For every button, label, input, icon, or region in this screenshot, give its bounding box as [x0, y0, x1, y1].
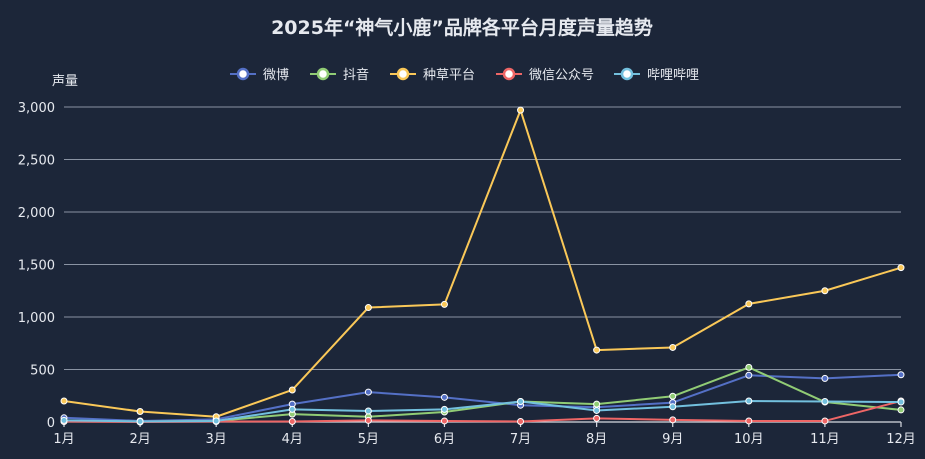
- grid-lines: [64, 106, 901, 423]
- data-point[interactable]: [669, 343, 677, 351]
- y-tick-label: 2,500: [18, 154, 55, 169]
- data-point[interactable]: [745, 300, 753, 308]
- data-point[interactable]: [212, 417, 220, 425]
- y-tick-label: 1,500: [18, 259, 55, 274]
- data-point[interactable]: [593, 406, 601, 414]
- data-point[interactable]: [745, 397, 753, 405]
- data-point[interactable]: [364, 388, 372, 396]
- x-tick-label: 8月: [586, 432, 607, 447]
- data-point[interactable]: [517, 417, 525, 425]
- data-point[interactable]: [897, 264, 905, 272]
- data-point[interactable]: [364, 407, 372, 415]
- y-axis-label: 声量: [52, 74, 78, 89]
- legend: 微博 抖音 种草平台 微信公众号 哔哩哔哩: [230, 67, 699, 83]
- x-tick-label: 12月: [886, 432, 916, 447]
- series-line: [63, 373, 902, 422]
- data-point[interactable]: [288, 417, 296, 425]
- legend-item[interactable]: 种草平台: [390, 67, 475, 83]
- data-point[interactable]: [440, 405, 448, 413]
- series-lines: [60, 106, 905, 426]
- x-tick-label: 4月: [282, 432, 303, 447]
- series-哔哩哔哩: [60, 397, 905, 425]
- legend-marker: [502, 67, 516, 81]
- data-point[interactable]: [517, 106, 525, 114]
- legend-marker: [396, 67, 410, 81]
- data-point[interactable]: [517, 398, 525, 406]
- series-line: [63, 400, 902, 423]
- legend-item[interactable]: 微信公众号: [496, 67, 594, 83]
- data-point[interactable]: [669, 416, 677, 424]
- data-point[interactable]: [897, 398, 905, 406]
- legend-label: 微博: [263, 68, 289, 83]
- legend-label: 微信公众号: [529, 68, 594, 83]
- legend-label: 种草平台: [423, 68, 475, 83]
- data-point[interactable]: [364, 416, 372, 424]
- x-tick-label: 10月: [734, 432, 764, 447]
- data-point[interactable]: [288, 405, 296, 413]
- legend-label: 哔哩哔哩: [647, 68, 699, 83]
- x-axis-ticks: 1月 2月 3月 4月 5月 6月 7月 8月 9月 10月 11月 12月: [53, 422, 916, 447]
- x-tick-label: 2月: [129, 432, 150, 447]
- data-point[interactable]: [821, 287, 829, 295]
- data-point[interactable]: [136, 408, 144, 415]
- data-point[interactable]: [440, 393, 448, 401]
- y-tick-label: 1,000: [18, 311, 55, 326]
- x-tick-label: 6月: [434, 432, 455, 447]
- data-point[interactable]: [136, 417, 144, 425]
- series-种草平台: [60, 106, 905, 421]
- x-tick-label: 5月: [358, 432, 379, 447]
- y-tick-label: 2,000: [18, 206, 55, 221]
- data-point[interactable]: [593, 346, 601, 354]
- x-tick-label: 11月: [810, 432, 840, 447]
- legend-label: 抖音: [343, 67, 369, 83]
- legend-item[interactable]: 抖音: [310, 67, 369, 83]
- data-point[interactable]: [60, 416, 68, 424]
- legend-item[interactable]: 微博: [230, 67, 289, 83]
- data-point[interactable]: [745, 363, 753, 371]
- legend-marker: [620, 67, 634, 81]
- data-point[interactable]: [440, 417, 448, 425]
- data-point[interactable]: [821, 398, 829, 406]
- data-point[interactable]: [745, 371, 753, 379]
- data-point[interactable]: [593, 414, 601, 422]
- legend-marker: [316, 67, 330, 81]
- y-tick-label: 500: [30, 364, 55, 379]
- data-point[interactable]: [288, 386, 296, 394]
- data-point[interactable]: [669, 403, 677, 411]
- data-point[interactable]: [897, 406, 905, 414]
- x-tick-label: 9月: [662, 432, 683, 447]
- x-tick-label: 1月: [53, 432, 74, 447]
- y-tick-label: 3,000: [18, 101, 55, 116]
- x-tick-label: 7月: [510, 432, 531, 447]
- data-point[interactable]: [440, 300, 448, 308]
- y-tick-label: 0: [47, 416, 55, 431]
- y-axis-ticks: 0 500 1,000 1,500 2,000 2,500 3,000: [18, 101, 55, 431]
- data-point[interactable]: [364, 304, 372, 312]
- data-point[interactable]: [60, 397, 68, 405]
- legend-marker: [236, 67, 250, 81]
- data-point[interactable]: [897, 371, 905, 379]
- data-point[interactable]: [593, 400, 601, 408]
- x-tick-label: 3月: [206, 432, 227, 447]
- series-line: [63, 109, 902, 418]
- data-point[interactable]: [745, 417, 753, 425]
- data-point[interactable]: [821, 374, 829, 382]
- legend-item[interactable]: 哔哩哔哩: [614, 67, 699, 83]
- data-point[interactable]: [669, 392, 677, 400]
- series-line: [63, 400, 902, 423]
- data-point[interactable]: [821, 417, 829, 425]
- chart-title: 2025年“神气小鹿”品牌各平台月度声量趋势: [271, 16, 653, 39]
